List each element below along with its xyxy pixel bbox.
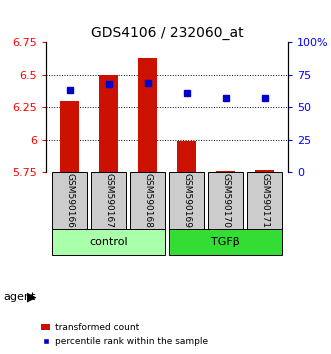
- FancyBboxPatch shape: [130, 172, 165, 229]
- FancyBboxPatch shape: [208, 172, 243, 229]
- FancyBboxPatch shape: [169, 229, 282, 255]
- Text: GSM590170: GSM590170: [221, 173, 230, 228]
- FancyBboxPatch shape: [247, 172, 282, 229]
- Text: ▶: ▶: [26, 291, 36, 304]
- Text: GSM590168: GSM590168: [143, 173, 152, 228]
- Text: agent: agent: [3, 292, 36, 302]
- Bar: [255, 170, 274, 172]
- Title: GDS4106 / 232060_at: GDS4106 / 232060_at: [91, 26, 244, 40]
- FancyBboxPatch shape: [169, 172, 204, 229]
- Text: GSM590167: GSM590167: [104, 173, 113, 228]
- Bar: [177, 141, 196, 172]
- FancyBboxPatch shape: [52, 229, 165, 255]
- Text: GSM590166: GSM590166: [65, 173, 74, 228]
- Text: TGFβ: TGFβ: [211, 237, 240, 247]
- Text: GSM590171: GSM590171: [260, 173, 269, 228]
- Legend: transformed count, percentile rank within the sample: transformed count, percentile rank withi…: [38, 320, 212, 349]
- Bar: [60, 101, 79, 172]
- Bar: [138, 58, 158, 172]
- Text: GSM590169: GSM590169: [182, 173, 191, 228]
- FancyBboxPatch shape: [91, 172, 126, 229]
- Bar: [216, 171, 235, 172]
- Bar: [99, 75, 118, 172]
- Text: control: control: [89, 237, 128, 247]
- FancyBboxPatch shape: [52, 172, 87, 229]
